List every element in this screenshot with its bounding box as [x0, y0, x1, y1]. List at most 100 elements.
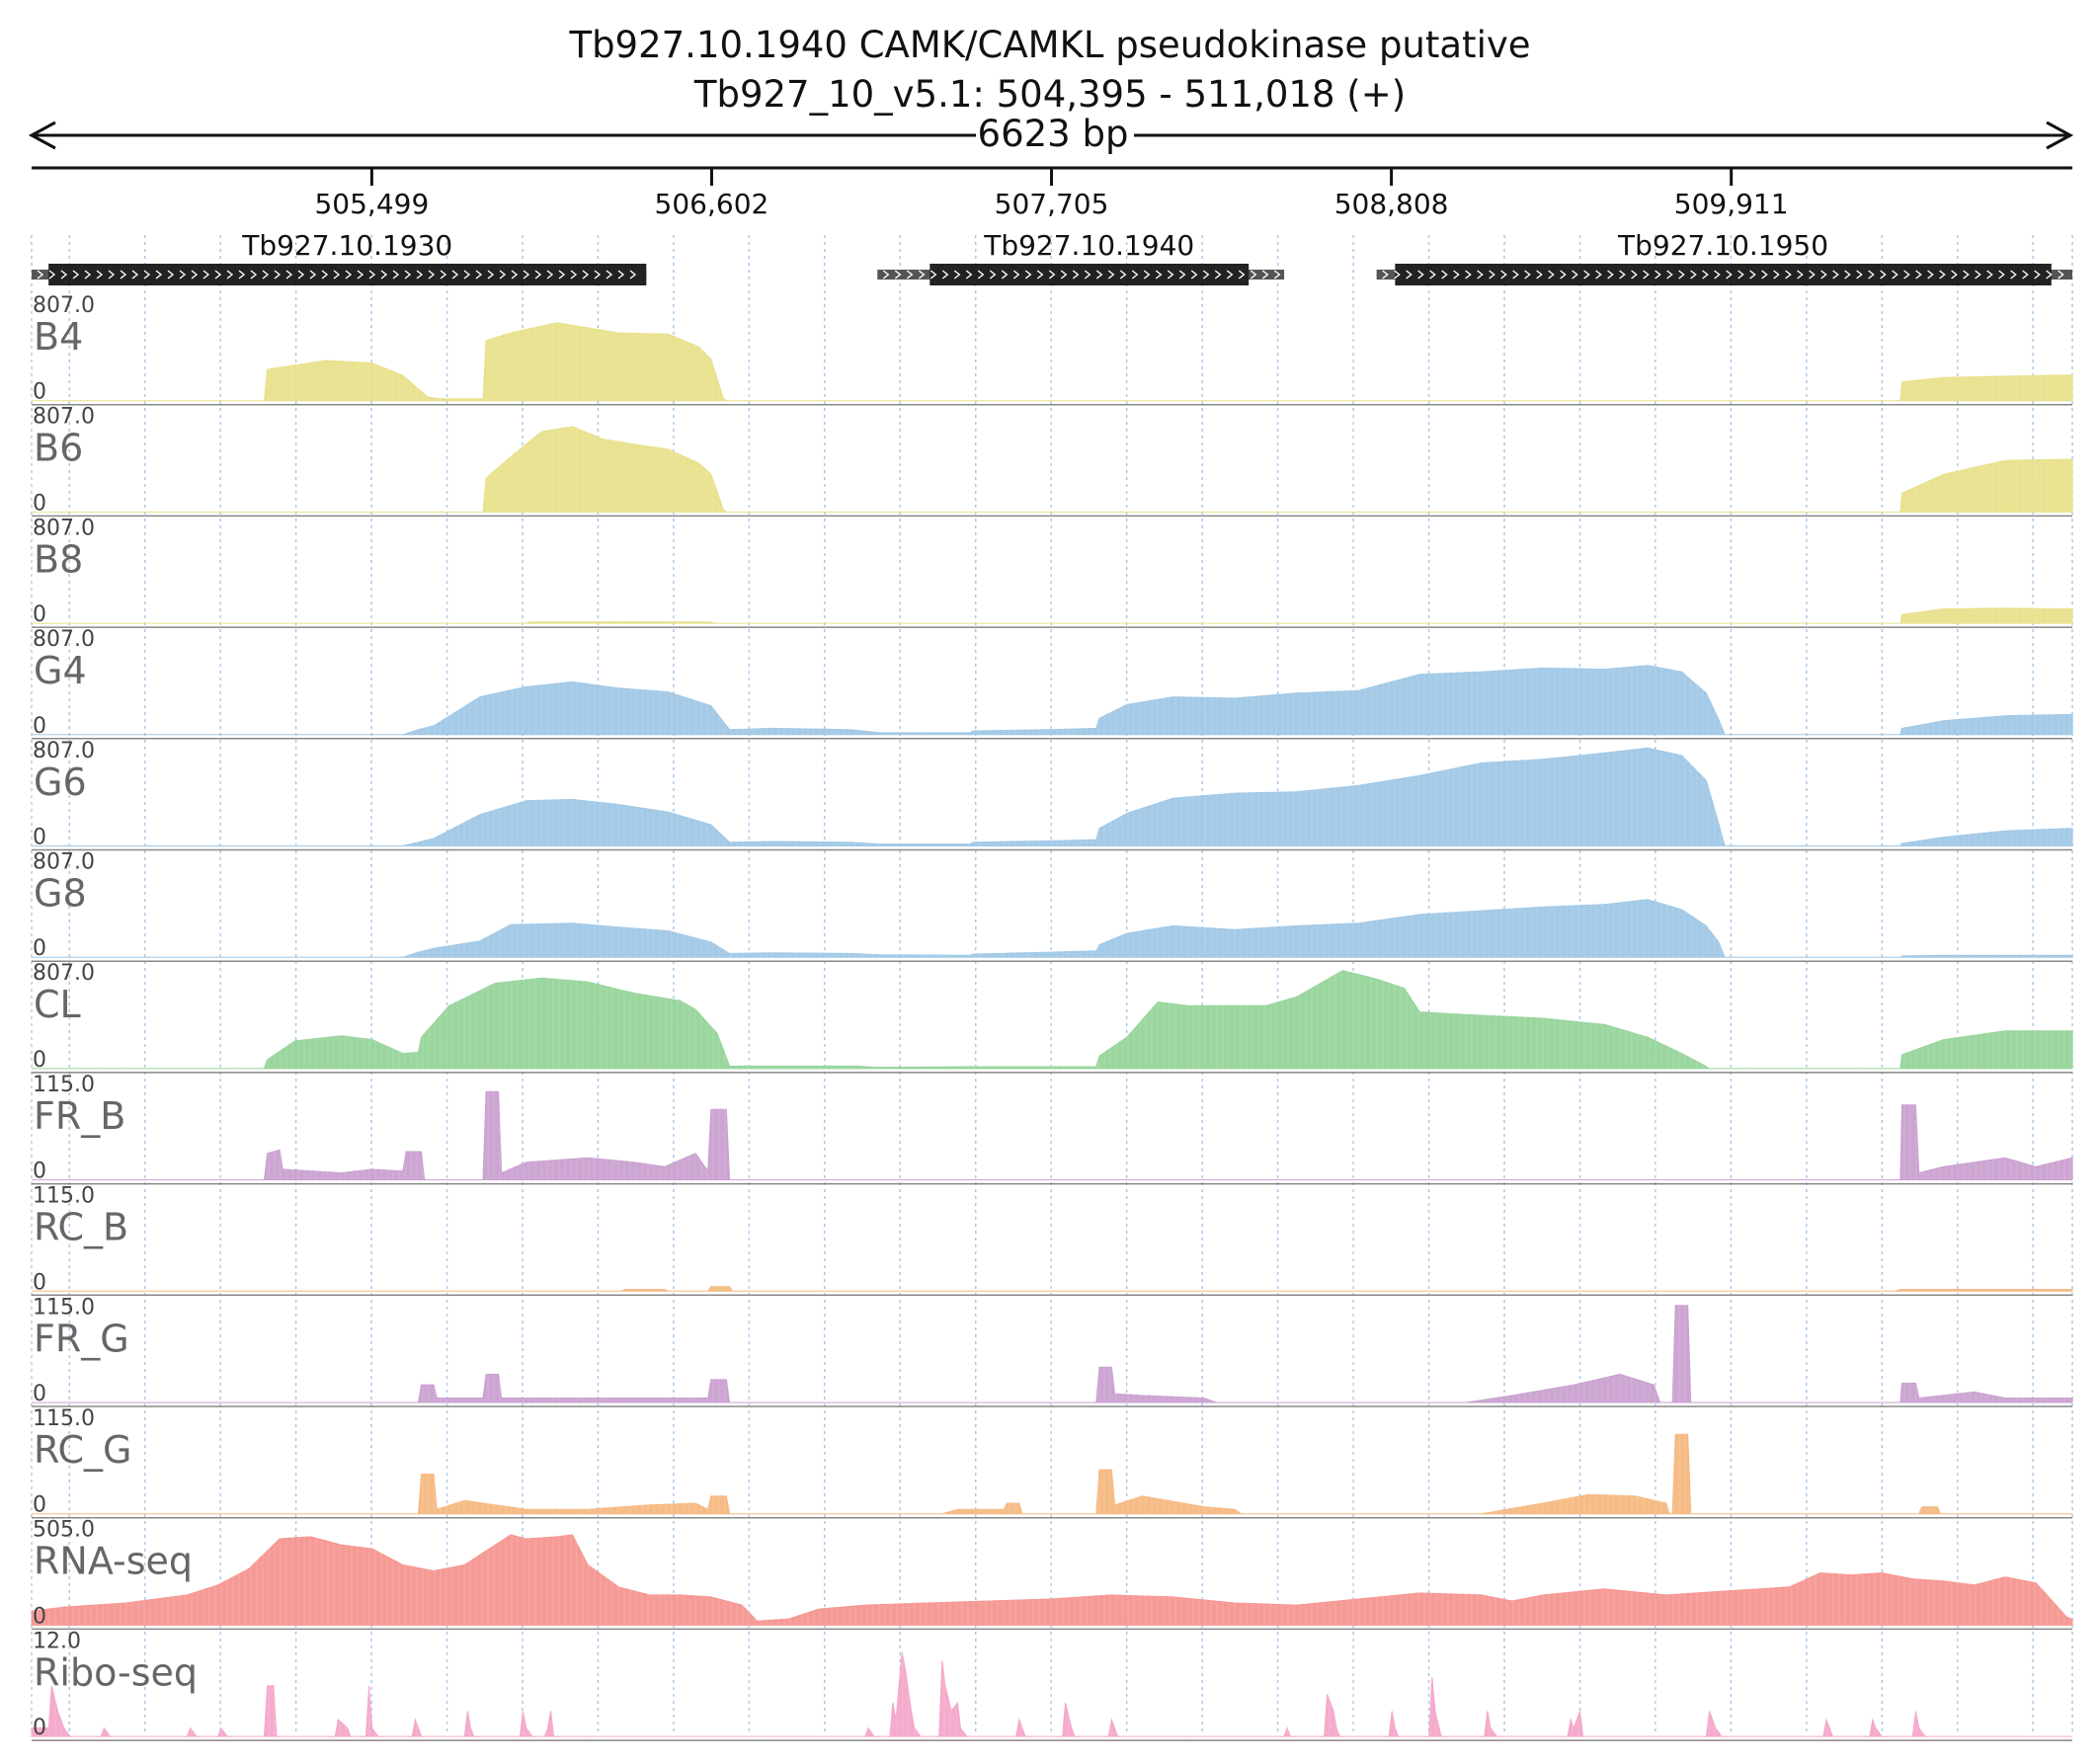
track-rna-seq: 505.0 0 RNA-seq	[31, 1518, 2073, 1631]
strand-chevron	[629, 270, 637, 280]
strand-chevron	[202, 270, 210, 280]
gene-model: Tb927.10.1940	[877, 229, 1285, 285]
strand-chevron	[451, 270, 459, 280]
span-length-label: 6623 bp	[978, 113, 1129, 155]
coverage-area	[32, 1286, 2073, 1292]
track-label: B6	[34, 427, 83, 470]
strand-chevron	[1595, 270, 1602, 280]
strand-chevron	[1903, 270, 1910, 280]
track-g6: 807.0 0 G6	[31, 739, 2073, 851]
track-label: G6	[34, 761, 87, 804]
strand-chevron	[1238, 270, 1246, 280]
strand-chevron	[1868, 270, 1875, 280]
title-group: Tb927.10.1940 CAMK/CAMKL pseudokinase pu…	[568, 24, 1530, 116]
track-g8: 807.0 0 G8	[31, 850, 2073, 962]
strand-chevron	[894, 270, 902, 280]
strand-chevron	[274, 270, 282, 280]
strand-chevron	[1714, 270, 1721, 280]
gene-cds	[48, 264, 647, 285]
strand-chevron	[582, 270, 590, 280]
strand-chevron	[404, 270, 412, 280]
strand-chevron	[440, 270, 447, 280]
x-axis: 505,499 506,602 507,705 508,808 509,911	[32, 166, 2072, 220]
strand-chevron	[1524, 270, 1531, 280]
strand-chevron	[1607, 270, 1614, 280]
track-ymin-label: 0	[33, 1604, 46, 1629]
track-label: G8	[34, 872, 87, 916]
strand-chevron	[2058, 270, 2064, 280]
strand-chevron	[345, 270, 353, 280]
strand-chevron	[1024, 270, 1032, 280]
track-ymin-label: 0	[33, 936, 46, 961]
strand-chevron	[1226, 270, 1234, 280]
strand-chevron	[368, 270, 376, 280]
strand-chevron	[1406, 270, 1413, 280]
strand-chevron	[1155, 270, 1163, 280]
strand-chevron	[428, 270, 436, 280]
track-ribo-seq: 12.0 0 Ribo-seq	[31, 1629, 2072, 1741]
strand-chevron	[1131, 270, 1139, 280]
gene-track: Tb927.10.1930 Tb927.10.1940 Tb927.10.1950	[32, 229, 2072, 285]
track-ymax-label: 115.0	[33, 1295, 95, 1320]
strand-chevron	[1832, 270, 1839, 280]
strand-chevron	[285, 270, 293, 280]
strand-chevron	[1773, 270, 1780, 280]
track-ymin-label: 0	[33, 380, 46, 405]
strand-chevron	[1060, 270, 1068, 280]
strand-chevron	[191, 270, 199, 280]
strand-chevron	[1986, 270, 1993, 280]
strand-chevron	[1382, 270, 1389, 280]
strand-chevron	[380, 270, 388, 280]
x-tick-label: 509,911	[1674, 188, 1789, 220]
strand-chevron	[2034, 270, 2041, 280]
strand-chevron	[48, 270, 56, 280]
strand-chevron	[534, 270, 542, 280]
strand-chevron	[1536, 270, 1543, 280]
track-ymin-label: 0	[33, 1270, 46, 1295]
track-label: G4	[34, 649, 87, 692]
strand-chevron	[1666, 270, 1673, 280]
x-tick-label: 506,602	[655, 188, 769, 220]
track-ymax-label: 807.0	[33, 627, 95, 652]
strand-chevron	[1453, 270, 1460, 280]
track-label: FR_B	[34, 1094, 125, 1138]
strand-chevron	[906, 270, 914, 280]
strand-chevron	[606, 270, 613, 280]
strand-chevron	[2010, 270, 2017, 280]
strand-chevron	[309, 270, 317, 280]
vertical-grid	[31, 235, 2073, 1732]
strand-chevron	[1084, 270, 1091, 280]
strand-chevron	[1761, 270, 1768, 280]
strand-chevron	[1261, 270, 1269, 280]
gene-model: Tb927.10.1950	[1376, 229, 2072, 285]
chart-title: Tb927.10.1940 CAMK/CAMKL pseudokinase pu…	[568, 24, 1530, 66]
strand-chevron	[1119, 270, 1127, 280]
strand-chevron	[1429, 270, 1436, 280]
track-ymax-label: 12.0	[33, 1629, 81, 1653]
strand-chevron	[1095, 270, 1103, 280]
strand-chevron	[214, 270, 222, 280]
strand-chevron	[1190, 270, 1198, 280]
strand-chevron	[1107, 270, 1115, 280]
gene-label: Tb927.10.1940	[983, 229, 1194, 262]
strand-chevron	[1273, 270, 1281, 280]
coverage-area	[32, 970, 2073, 1070]
track-ymax-label: 807.0	[33, 739, 95, 763]
strand-chevron	[1737, 270, 1744, 280]
track-ymin-label: 0	[33, 602, 46, 627]
coverage-area	[31, 1651, 2072, 1737]
gene-model: Tb927.10.1930	[32, 229, 647, 285]
track-ymax-label: 505.0	[33, 1518, 95, 1543]
span-arrow: 6623 bp	[28, 113, 2074, 155]
gene-cds	[1395, 264, 2052, 285]
strand-chevron	[1643, 270, 1650, 280]
strand-chevron	[108, 270, 116, 280]
track-ymax-label: 115.0	[33, 1073, 95, 1097]
strand-chevron	[1001, 270, 1009, 280]
strand-chevron	[487, 270, 495, 280]
strand-chevron	[1951, 270, 1958, 280]
strand-chevron	[1678, 270, 1685, 280]
strand-chevron	[953, 270, 961, 280]
track-fr-b: 115.0 0 FR_B	[31, 1073, 2073, 1185]
track-ymin-label: 0	[33, 714, 46, 739]
